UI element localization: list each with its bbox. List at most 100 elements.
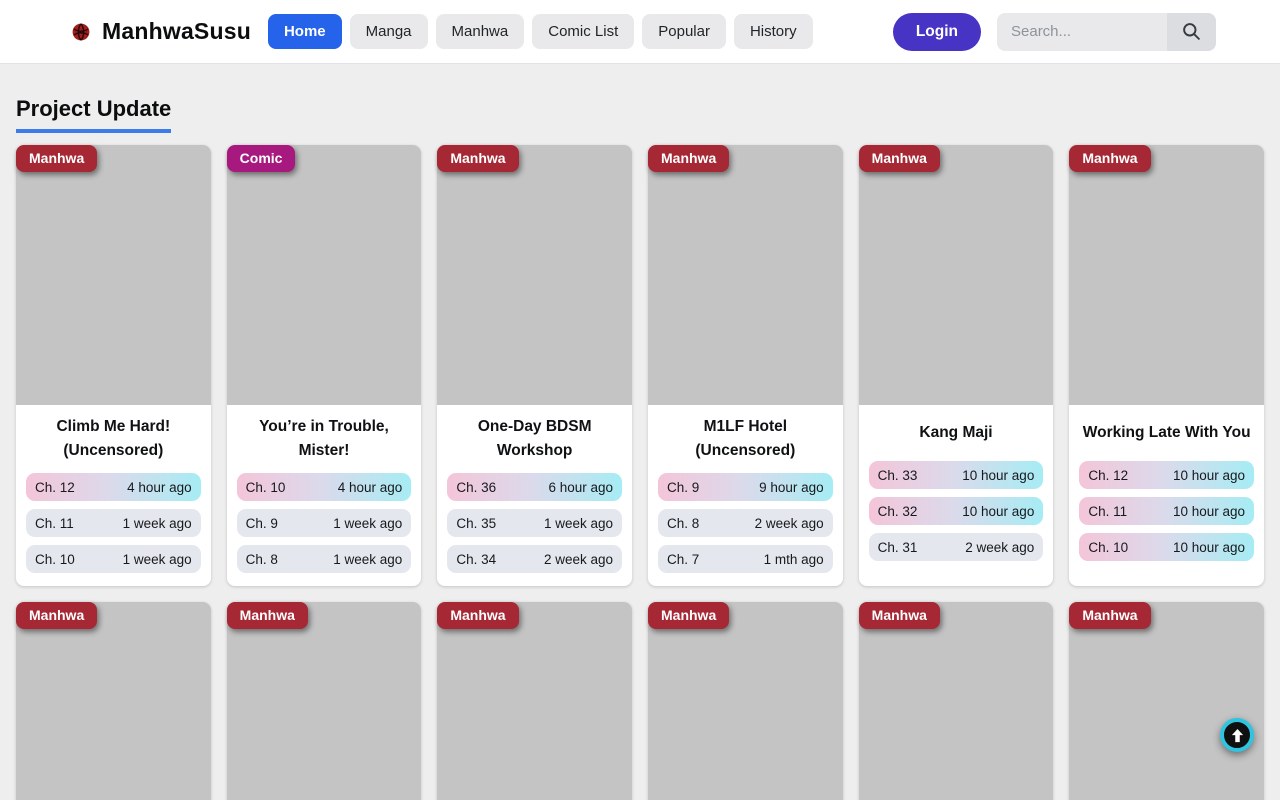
cover-image[interactable]: Manhwa [16, 145, 211, 405]
search-button[interactable] [1167, 12, 1216, 51]
cover-image[interactable]: Manhwa [858, 602, 1054, 800]
cover-image[interactable]: Manhwa [858, 145, 1054, 405]
chapter-row[interactable]: Ch. 34 2 week ago [447, 545, 622, 574]
chapter-row[interactable]: Ch. 10 4 hour ago [236, 473, 412, 502]
comic-card[interactable]: Manhwa [858, 602, 1054, 800]
card-body: M1LF Hotel (Uncensored) Ch. 9 9 hour ago… [648, 405, 843, 586]
chapter-row[interactable]: Ch. 36 6 hour ago [447, 473, 622, 502]
chapter-time: 10 hour ago [962, 467, 1035, 483]
chapter-time: 2 week ago [543, 551, 613, 567]
chapter-row[interactable]: Ch. 11 1 week ago [26, 509, 201, 538]
chapter-row[interactable]: Ch. 7 1 mth ago [658, 545, 833, 574]
comic-title[interactable]: You’re in Trouble, Mister! [259, 418, 389, 460]
chapter-time: 1 week ago [122, 551, 192, 567]
type-badge: Manhwa [437, 145, 519, 172]
type-badge: Manhwa [226, 602, 308, 630]
chapter-list: Ch. 10 4 hour ago Ch. 9 1 week ago Ch. 8… [236, 473, 412, 574]
nav-button-comic-list[interactable]: Comic List [532, 14, 635, 49]
chapter-label: Ch. 8 [245, 551, 278, 567]
chapter-time: 10 hour ago [1172, 503, 1245, 519]
chapter-list: Ch. 9 9 hour ago Ch. 8 2 week ago Ch. 7 … [658, 473, 833, 574]
brand[interactable]: ManhwaSusu [72, 18, 251, 45]
chapter-label: Ch. 12 [1088, 467, 1129, 483]
comic-card[interactable]: Manhwa [226, 602, 422, 800]
cover-image[interactable]: Manhwa [648, 602, 843, 800]
chapter-time: 1 week ago [122, 515, 192, 531]
cover-image[interactable]: Manhwa [437, 145, 632, 405]
chapter-row[interactable]: Ch. 10 1 week ago [26, 545, 201, 574]
type-badge: Manhwa [648, 145, 730, 172]
cover-image[interactable]: Manhwa [437, 602, 632, 800]
cover-image[interactable]: Manhwa [1069, 145, 1264, 405]
main-content: Project Update Manhwa Climb Me Hard! (Un… [0, 64, 1280, 800]
card-body: You’re in Trouble, Mister! Ch. 10 4 hour… [227, 405, 422, 586]
chapter-label: Ch. 11 [1088, 503, 1128, 519]
chapter-label: Ch. 32 [877, 503, 918, 519]
chapter-row[interactable]: Ch. 9 1 week ago [236, 509, 412, 538]
nav-button-home[interactable]: Home [267, 14, 342, 49]
comic-card[interactable]: Manhwa One-Day BDSM Workshop Ch. 36 6 ho… [437, 145, 632, 587]
chapter-label: Ch. 10 [1088, 539, 1129, 555]
type-badge: Manhwa [1069, 602, 1151, 630]
chapter-time: 4 hour ago [127, 479, 192, 495]
nav-button-manhwa[interactable]: Manhwa [435, 14, 525, 49]
comic-card[interactable]: Manhwa Kang Maji Ch. 33 10 hour ago Ch. … [858, 145, 1054, 587]
chapter-row[interactable]: Ch. 31 2 week ago [868, 533, 1044, 561]
comic-card[interactable]: Manhwa Climb Me Hard! (Uncensored) Ch. 1… [16, 145, 211, 587]
chapter-row[interactable]: Ch. 12 4 hour ago [26, 473, 201, 502]
chapter-time: 10 hour ago [962, 503, 1035, 519]
comic-card[interactable]: Manhwa Working Late With You Ch. 12 10 h… [1069, 145, 1264, 587]
search-icon [1183, 23, 1200, 40]
chapter-label: Ch. 11 [35, 515, 74, 531]
chapter-row[interactable]: Ch. 32 10 hour ago [868, 497, 1044, 525]
cover-image[interactable]: Manhwa [648, 145, 843, 405]
comic-title[interactable]: Kang Maji [919, 423, 993, 441]
nav-button-popular[interactable]: Popular [642, 14, 726, 49]
chapter-row[interactable]: Ch. 9 9 hour ago [658, 473, 833, 502]
type-badge: Manhwa [16, 602, 98, 630]
comic-title[interactable]: Working Late With You [1082, 423, 1251, 441]
search-group [997, 12, 1216, 51]
chapter-list: Ch. 12 4 hour ago Ch. 11 1 week ago Ch. … [26, 473, 201, 574]
cover-image[interactable]: Manhwa [226, 602, 422, 800]
scroll-top-button[interactable] [1220, 718, 1254, 752]
chapter-time: 10 hour ago [1172, 539, 1245, 555]
comic-card[interactable]: Manhwa M1LF Hotel (Uncensored) Ch. 9 9 h… [648, 145, 843, 587]
login-button[interactable]: Login [892, 12, 981, 51]
comic-title[interactable]: M1LF Hotel (Uncensored) [695, 418, 796, 460]
cover-image[interactable]: Comic [226, 145, 422, 405]
chapter-label: Ch. 8 [667, 515, 700, 531]
chapter-row[interactable]: Ch. 12 10 hour ago [1079, 461, 1254, 489]
chapter-label: Ch. 7 [667, 551, 700, 567]
chapter-row[interactable]: Ch. 10 10 hour ago [1079, 533, 1254, 561]
nav-button-history[interactable]: History [733, 14, 813, 49]
comic-title[interactable]: One-Day BDSM Workshop [477, 418, 592, 460]
chapter-time: 6 hour ago [548, 479, 613, 495]
chapter-row[interactable]: Ch. 8 2 week ago [658, 509, 833, 538]
chapter-row[interactable]: Ch. 35 1 week ago [447, 509, 622, 538]
chapter-time: 1 week ago [543, 515, 613, 531]
comic-card[interactable]: Manhwa [437, 602, 632, 800]
comic-title[interactable]: Climb Me Hard! (Uncensored) [56, 418, 171, 460]
comic-card[interactable]: Comic You’re in Trouble, Mister! Ch. 10 … [226, 145, 422, 587]
chapter-label: Ch. 10 [35, 551, 75, 567]
chapter-label: Ch. 12 [35, 479, 75, 495]
chapter-row[interactable]: Ch. 8 1 week ago [236, 545, 412, 574]
card-body: One-Day BDSM Workshop Ch. 36 6 hour ago … [437, 405, 632, 586]
search-input[interactable] [997, 12, 1167, 51]
cover-image[interactable]: Manhwa [16, 602, 211, 800]
card-body: Kang Maji Ch. 33 10 hour ago Ch. 32 10 h… [859, 405, 1054, 574]
chapter-list: Ch. 33 10 hour ago Ch. 32 10 hour ago Ch… [868, 461, 1044, 561]
chapter-row[interactable]: Ch. 11 10 hour ago [1079, 497, 1254, 525]
comic-card[interactable]: Manhwa [16, 602, 211, 800]
type-badge: Manhwa [648, 602, 730, 630]
chapter-label: Ch. 10 [245, 479, 286, 495]
chapter-row[interactable]: Ch. 33 10 hour ago [868, 461, 1044, 489]
comic-card[interactable]: Manhwa [648, 602, 843, 800]
brand-name: ManhwaSusu [102, 18, 251, 44]
page-title: Project Update [16, 96, 172, 133]
cover-image[interactable]: Manhwa [1069, 602, 1264, 800]
nav-button-manga[interactable]: Manga [349, 14, 428, 49]
comic-card[interactable]: Manhwa [1069, 602, 1264, 800]
chapter-time: 4 hour ago [337, 479, 403, 495]
